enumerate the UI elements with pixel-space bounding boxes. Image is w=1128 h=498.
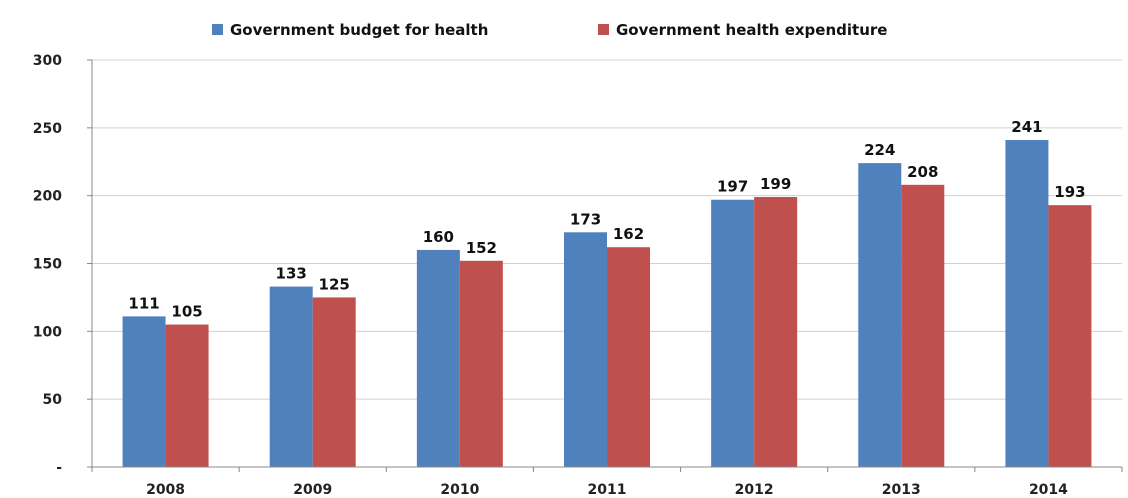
x-tick-label: 2013: [882, 482, 921, 498]
data-label: 162: [613, 225, 644, 243]
x-tick-label: 2010: [440, 482, 479, 498]
data-label: 125: [319, 275, 350, 293]
data-label: 197: [717, 178, 748, 196]
data-label: 173: [570, 210, 601, 228]
bar-budget-2010: [416, 249, 460, 467]
data-label: 224: [864, 141, 895, 159]
bar-expenditure-2013: [901, 184, 945, 467]
data-label: 105: [171, 303, 202, 321]
data-label: 208: [907, 163, 938, 181]
bars: 111 105 133 125 160 152 173 162 197 199 224 208 241 1…: [122, 118, 1092, 468]
data-label: 241: [1011, 118, 1042, 136]
x-axis: 2008 2009 2010 2011 2012 2013 2014: [91, 466, 1123, 498]
legend-swatch: [598, 24, 609, 35]
data-label: 160: [423, 228, 454, 246]
data-label: 111: [128, 294, 159, 312]
bar-expenditure-2014: [1048, 205, 1092, 467]
bar-expenditure-2012: [754, 197, 798, 468]
y-tick-label: 300: [33, 53, 62, 69]
x-tick-label: 2014: [1029, 482, 1068, 498]
bar-budget-2011: [564, 232, 607, 467]
data-label: 152: [466, 239, 497, 257]
bar-budget-2008: [122, 316, 166, 467]
data-label: 133: [276, 265, 307, 283]
x-tick-label: 2008: [146, 482, 185, 498]
y-axis: - 50 100 150 200 250 300: [33, 53, 93, 476]
y-tick-label: 250: [33, 121, 62, 137]
y-tick-label: 50: [43, 392, 63, 408]
bar-expenditure-2011: [607, 247, 650, 467]
legend: Government budget for health Government h…: [212, 21, 887, 39]
y-tick-label: 200: [33, 189, 62, 205]
bar-budget-2014: [1005, 140, 1049, 467]
bar-budget-2009: [269, 286, 313, 467]
y-tick-label: -: [56, 460, 62, 476]
x-tick-label: 2011: [588, 482, 627, 498]
bar-expenditure-2010: [459, 260, 503, 467]
legend-label: Government budget for health: [230, 21, 488, 39]
bar-expenditure-2008: [165, 324, 209, 467]
bar-expenditure-2009: [312, 297, 356, 467]
y-tick-label: 100: [33, 324, 62, 340]
bar-budget-2012: [711, 199, 755, 467]
x-tick-label: 2012: [735, 482, 774, 498]
x-tick-label: 2009: [293, 482, 332, 498]
legend-swatch: [212, 24, 223, 35]
bar-budget-2013: [858, 163, 902, 467]
legend-label: Government health expenditure: [616, 21, 887, 39]
data-label: 193: [1054, 183, 1085, 201]
data-label: 199: [760, 175, 791, 193]
y-tick-label: 150: [33, 257, 62, 273]
